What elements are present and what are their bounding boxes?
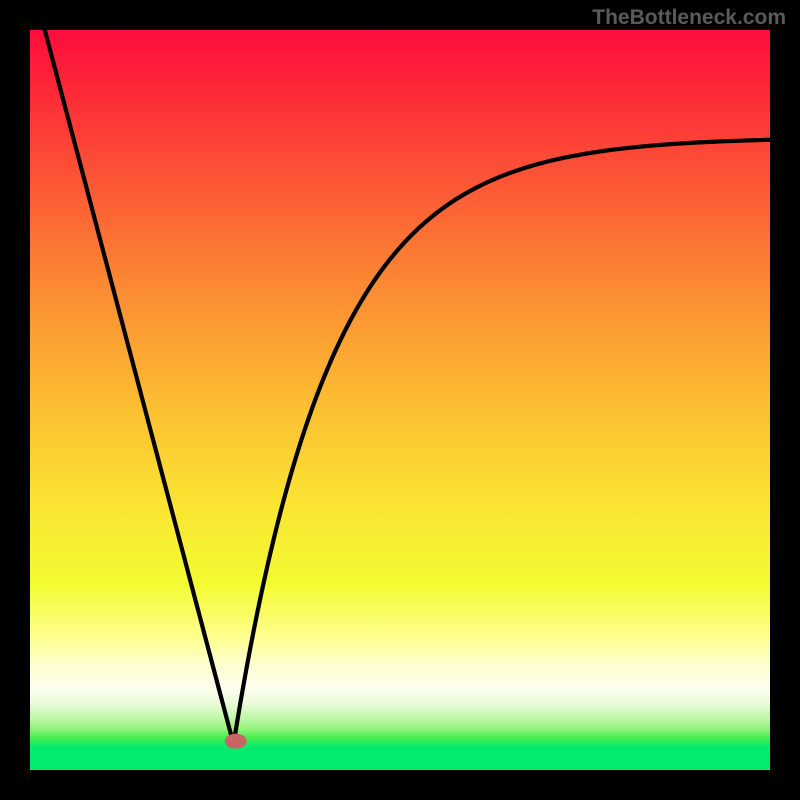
chart-svg — [0, 0, 800, 800]
minimum-marker — [225, 734, 247, 749]
bottleneck-chart: TheBottleneck.com — [0, 0, 800, 800]
watermark-text: TheBottleneck.com — [592, 6, 786, 30]
